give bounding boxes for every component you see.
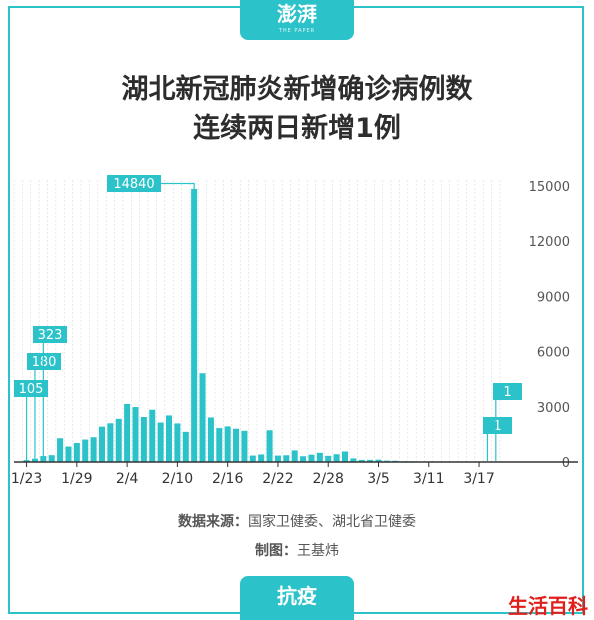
annotation-label: 1: [503, 385, 511, 400]
bar: [65, 446, 72, 462]
annotation-label: 105: [19, 382, 44, 397]
y-tick-label: 12000: [529, 235, 570, 250]
annotation-box: [27, 353, 61, 370]
brand-logo: 澎湃: [277, 2, 317, 26]
chart-maker-text: 王基炜: [297, 543, 339, 559]
x-tick-label: 2/16: [212, 471, 244, 487]
bar: [316, 452, 323, 462]
bar: [48, 455, 55, 462]
annotation-label: 323: [38, 328, 63, 343]
x-tick-label: 2/10: [162, 471, 193, 487]
y-tick-label: 9000: [537, 290, 570, 305]
y-tick-label: 0: [562, 456, 570, 471]
x-tick-label: 2/22: [262, 471, 293, 487]
bar: [258, 454, 265, 462]
data-source: 数据来源：国家卫健委、湖北省卫健委: [0, 511, 594, 531]
chart-maker: 制图：王基炜: [0, 540, 594, 560]
annotation-box: [493, 383, 522, 400]
annotation-box: [483, 417, 512, 434]
bar: [375, 459, 382, 462]
bar: [350, 458, 357, 462]
x-tick-label: 3/5: [367, 471, 390, 487]
y-axis-ticks: 0 3000 6000 9000 12000 15000: [529, 180, 570, 471]
bar: [90, 437, 97, 462]
watermark: 生活百科: [508, 594, 588, 618]
bar: [115, 418, 122, 462]
bar: [132, 407, 139, 462]
annotation-box: [14, 380, 48, 397]
grid-lines: [13, 180, 501, 462]
annotation-box: [107, 175, 161, 192]
x-tick-label: 3/17: [463, 471, 494, 487]
bar: [98, 426, 105, 462]
annotation-box: [33, 326, 67, 343]
bar: [233, 428, 240, 462]
bar: [308, 454, 315, 462]
bar: [367, 459, 374, 462]
bar: [300, 456, 307, 462]
annotation-label: 1: [493, 419, 501, 434]
annotation-leader: [161, 182, 195, 189]
bar: [73, 443, 80, 462]
bar: [249, 455, 256, 462]
bar: [157, 422, 164, 462]
chart-maker-label: 制图：: [255, 543, 297, 559]
bar: [199, 373, 206, 462]
bar: [283, 455, 290, 462]
bar: [191, 188, 198, 462]
y-tick-label: 6000: [537, 346, 570, 361]
x-tick-label: 2/4: [116, 471, 139, 487]
bar: [149, 409, 156, 462]
bar: [174, 423, 181, 462]
bar: [333, 454, 340, 462]
bar: [31, 458, 38, 462]
bar: [291, 450, 298, 462]
bar: [124, 403, 131, 462]
topic-tab: 抗疫: [240, 576, 354, 620]
y-tick-label: 15000: [529, 180, 570, 195]
bar: [358, 459, 365, 462]
data-source-label: 数据来源：: [178, 514, 248, 530]
brand-logo-sub: THE PAPER: [278, 28, 316, 34]
x-tick-label: 2/28: [312, 471, 343, 487]
bar: [224, 426, 231, 462]
annotation-label: 14840: [113, 177, 154, 192]
annotation-label: 180: [32, 355, 57, 370]
bar: [207, 417, 214, 462]
chart-subtitle: 连续两日新增1例: [193, 113, 401, 144]
bar: [57, 438, 64, 462]
x-tick-label: 1/23: [11, 471, 42, 487]
bar: [274, 455, 281, 462]
bar: [107, 423, 114, 462]
bar: [140, 416, 147, 462]
data-source-text: 国家卫健委、湖北省卫健委: [248, 514, 416, 530]
bar: [23, 460, 30, 462]
bar: [241, 430, 248, 462]
bar: [266, 430, 273, 462]
bar: [40, 456, 47, 462]
x-tick-label: 3/11: [413, 471, 444, 487]
bar: [341, 451, 348, 462]
bar-series: [23, 188, 499, 462]
bar: [182, 431, 189, 462]
y-tick-label: 3000: [537, 401, 570, 416]
data-annotations: 105 180 323 14840 1 1: [14, 175, 522, 461]
brand-tab: 澎湃 THE PAPER: [240, 0, 354, 40]
bar: [166, 415, 173, 462]
chart-title: 湖北新冠肺炎新增确诊病例数: [121, 74, 473, 105]
bar: [216, 428, 223, 462]
bar: [325, 455, 332, 462]
bar: [82, 439, 89, 462]
x-axis-ticks: 1/23 1/29 2/4 2/10 2/16 2/22 2/28 3/5 3/11 3/17: [11, 462, 495, 487]
x-tick-label: 1/29: [61, 471, 92, 487]
